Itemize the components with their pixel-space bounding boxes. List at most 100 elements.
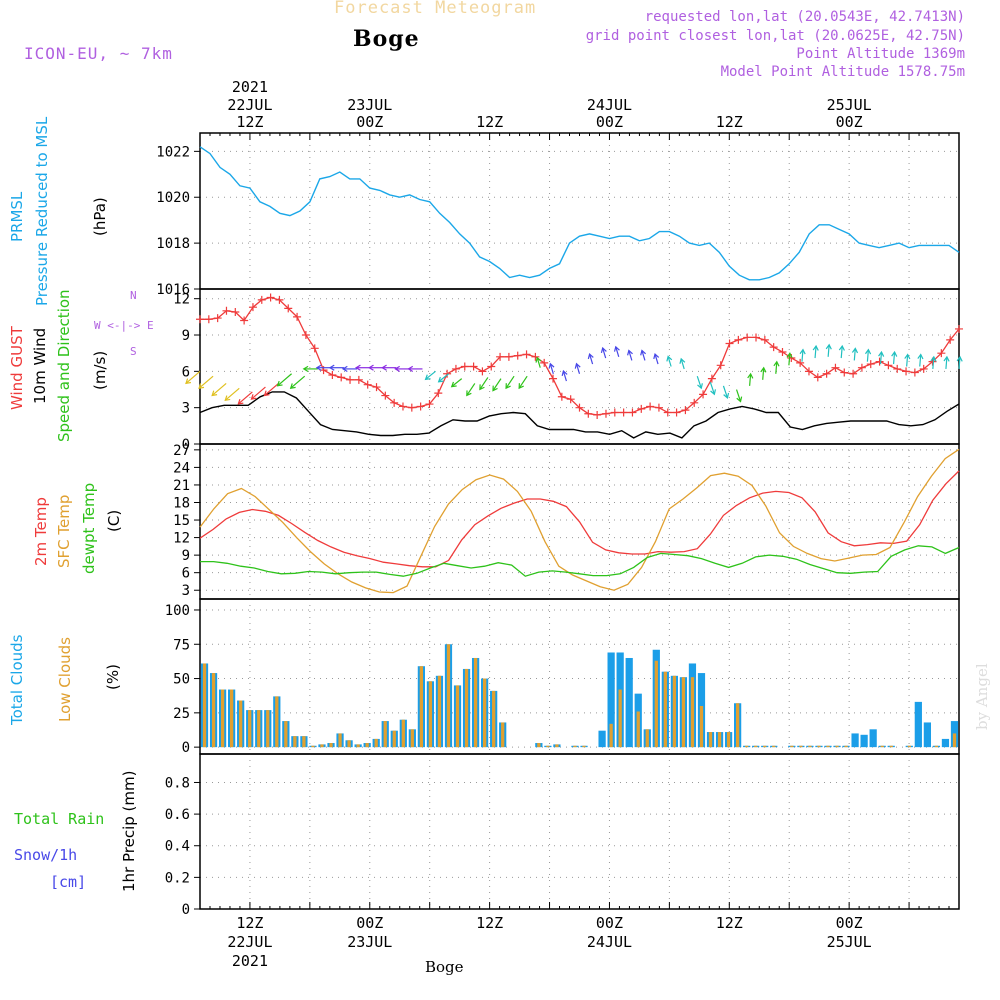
gust-marker (902, 367, 911, 376)
wind-direction-arrow (251, 386, 266, 400)
x-label-bottom-date: 25JUL (827, 933, 872, 951)
rain-label: Total Rain (14, 810, 105, 828)
gust-marker (822, 369, 831, 378)
y-tick-label: 12 (173, 292, 190, 308)
panel-frame (199, 753, 960, 910)
wind-direction-arrowhead (250, 394, 257, 400)
gust-marker (610, 408, 619, 417)
gust-marker (531, 352, 540, 361)
gust-marker (725, 339, 734, 348)
wind-direction-arrowhead (289, 383, 296, 389)
gust-marker (390, 398, 399, 407)
y-tick-label: 15 (173, 513, 190, 529)
low-cloud-bar (311, 745, 315, 748)
gust-marker (699, 390, 708, 399)
low-cloud-bar (347, 740, 351, 748)
x-label-bottom-hour: 00Z (356, 914, 383, 932)
gust-marker (601, 409, 610, 418)
total-cloud-bar (851, 733, 859, 748)
wind-direction-arrow (211, 382, 227, 396)
wind-direction-arrow (840, 345, 843, 359)
wind-direction-arrow (775, 361, 778, 374)
low-cloud-bar (880, 745, 884, 748)
gust-marker (937, 349, 946, 358)
requested-coords: requested lon,lat (20.0543E, 42.7413N) (644, 9, 965, 25)
gust-marker (407, 403, 416, 412)
low-cloud-bar (636, 711, 640, 748)
low-cloud-bar (392, 730, 396, 748)
gust-marker (857, 363, 866, 372)
low-cloud-bar (799, 745, 803, 748)
precip-unit: 1hr Precip (mm) (120, 770, 138, 892)
point-altitude: Point Altitude 1369m (796, 46, 965, 62)
wind-direction-arrow (628, 350, 633, 361)
gust-marker (266, 293, 275, 302)
low-cloud-bar (681, 677, 686, 748)
gust-marker (575, 403, 584, 412)
low-cloud-bar (374, 738, 378, 748)
gust-marker (884, 361, 893, 370)
low-cloud-bar (844, 745, 848, 748)
wind-direction-arrow (518, 375, 528, 389)
wind-direction-arrow (788, 353, 791, 366)
wind-direction-arrow (906, 354, 909, 367)
y-tick-label: 3 (182, 583, 190, 599)
temp-unit: (C) (105, 509, 123, 532)
wind-direction-arrowhead (697, 383, 703, 390)
gust-marker (628, 408, 637, 417)
prmsl-line (199, 146, 960, 281)
low-cloud-bar (329, 743, 333, 748)
low-cloud-bar (772, 745, 776, 748)
gust-marker (204, 315, 213, 324)
wind-label: 10m Wind (31, 327, 49, 404)
gust-marker (354, 375, 363, 384)
gust-marker (451, 364, 460, 373)
wind-direction-arrow (958, 356, 961, 369)
gust-marker (434, 389, 443, 398)
low-cloud-bar (401, 719, 405, 748)
gust-marker (513, 351, 522, 360)
gust-marker (398, 402, 407, 411)
x-label-bottom-hour: 00Z (836, 914, 863, 932)
low-cloud-bar (275, 696, 279, 748)
gust-marker (328, 370, 337, 379)
gust-marker (716, 361, 725, 370)
x-label-top-hour: 00Z (596, 113, 623, 131)
wind-direction-arrow (879, 352, 883, 365)
x-label-top-hour: 12Z (236, 113, 263, 131)
cloud-unit: (%) (104, 664, 122, 690)
prmsl-unit: (hPa) (91, 197, 109, 236)
y-tick-label: 18 (173, 495, 190, 511)
low-cloud-bar (582, 745, 586, 748)
wind-direction-arrow (853, 348, 856, 361)
wind-direction-arrowhead (653, 352, 660, 360)
x-label-top-date: 22JUL (227, 96, 272, 114)
low-cloud-bar (266, 710, 270, 748)
gust-marker (804, 367, 813, 376)
gust-marker (487, 362, 496, 371)
wind-direction-arrow (562, 370, 567, 382)
gust-marker (460, 362, 469, 371)
low-cloud-bar (537, 743, 541, 748)
wind-unit: (m/s) (91, 350, 109, 390)
wind-direction-arrow (932, 356, 935, 369)
wind-direction-arrow (680, 358, 685, 370)
wind-direction-arrowhead (747, 372, 754, 379)
low-cloud-bar (239, 700, 243, 748)
low-cloud-bar (717, 732, 722, 748)
wind-direction-arrow (198, 375, 214, 389)
wind-direction-arrow (479, 377, 489, 390)
temp2m-label: 2m Temp (32, 497, 50, 566)
compass-ew: W <-|-> E (94, 319, 154, 332)
y-tick-label: 0 (182, 437, 190, 453)
gust-marker (478, 367, 487, 376)
y-tick-label: 6 (182, 566, 190, 582)
model-name: ICON-EU, ~ 7km (24, 44, 173, 63)
gust-marker (875, 357, 884, 366)
wind-direction-arrow (277, 373, 292, 387)
low-cloud-bar (708, 732, 713, 748)
wind-direction-arrowhead (760, 366, 767, 373)
low-cloud-bar (546, 745, 550, 748)
gust-marker (196, 315, 204, 324)
low-cloud-bar (383, 721, 387, 748)
